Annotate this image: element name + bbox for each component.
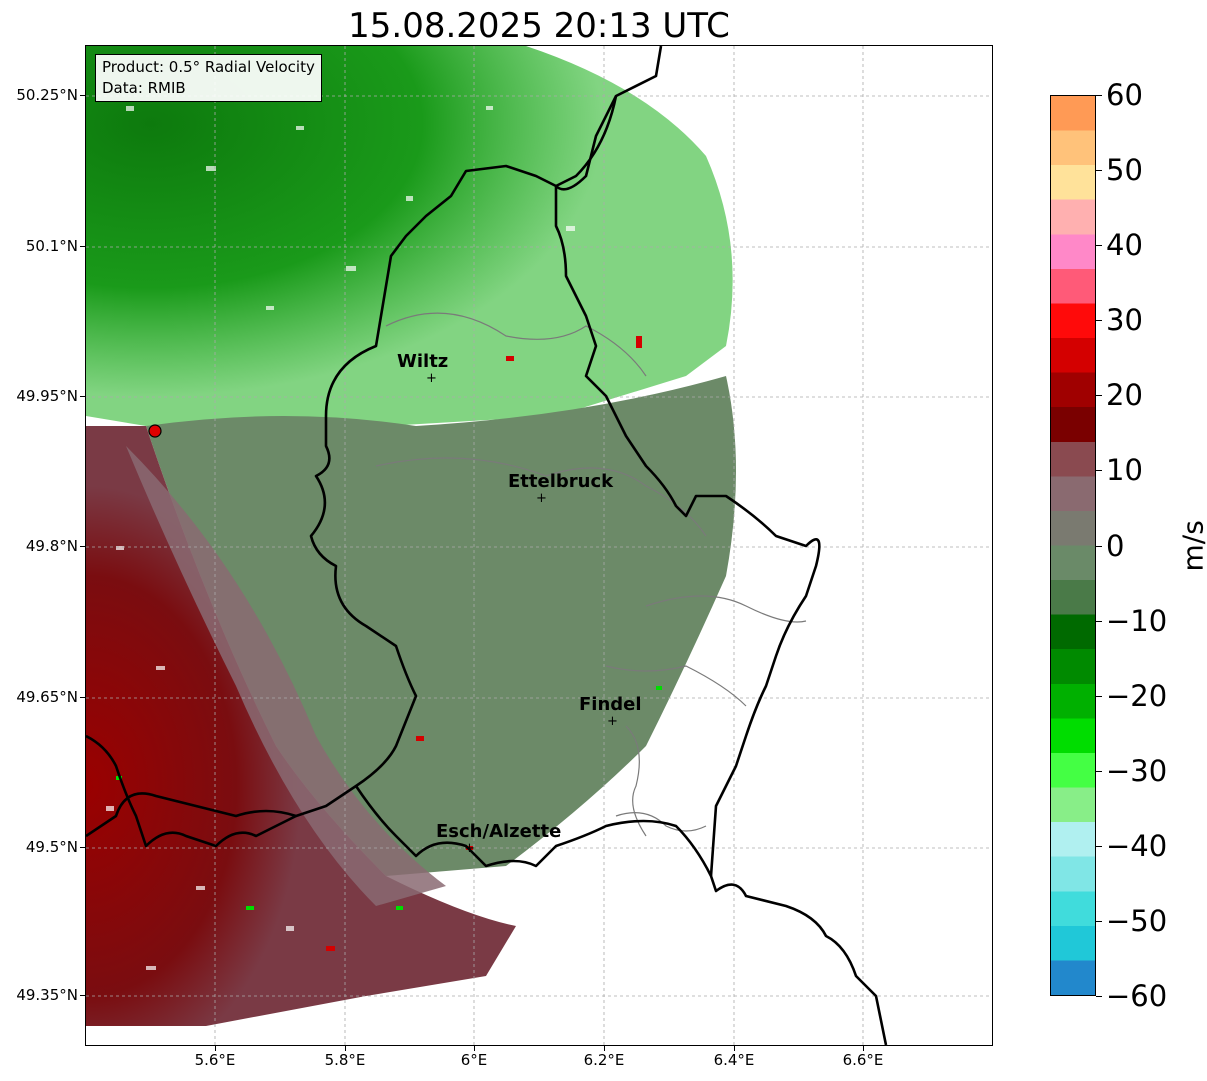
radar-map-canvas: [86, 46, 992, 1045]
city-label-ettelbruck: Ettelbruck: [508, 471, 614, 492]
radar-site-marker: [148, 424, 162, 438]
x-tick-mark: [734, 1046, 735, 1051]
colorbar-tick-label: −10: [1106, 604, 1168, 638]
y-tick-mark: [80, 546, 85, 547]
y-tick-label: 49.8°N: [25, 537, 78, 555]
colorbar-tick-mark: [1096, 245, 1102, 246]
velocity-field: [86, 46, 736, 1026]
city-marker-ettelbruck: +: [536, 491, 547, 506]
colorbar-tick-mark: [1096, 921, 1102, 922]
y-tick-label: 49.95°N: [16, 387, 78, 405]
colorbar-tick-label: −60: [1106, 979, 1168, 1013]
colorbar-tick-label: −50: [1106, 904, 1168, 938]
x-tick-label: 6.6°E: [842, 1051, 884, 1069]
y-tick-mark: [80, 396, 85, 397]
x-tick-label: 5.8°E: [324, 1051, 366, 1069]
info-box: Product: 0.5° Radial Velocity Data: RMIB: [95, 54, 322, 102]
colorbar-tick-mark: [1096, 95, 1102, 96]
x-tick-mark: [345, 1046, 346, 1051]
colorbar-tick-label: 20: [1106, 378, 1143, 412]
city-marker-wiltz: +: [426, 371, 437, 386]
colorbar-tick-mark: [1096, 320, 1102, 321]
x-tick-mark: [604, 1046, 605, 1051]
x-tick-label: 5.6°E: [194, 1051, 236, 1069]
y-tick-label: 50.1°N: [25, 237, 78, 255]
map-title: 15.08.2025 20:13 UTC: [348, 6, 730, 46]
colorbar-tick-mark: [1096, 170, 1102, 171]
y-tick-label: 49.65°N: [16, 688, 78, 706]
colorbar-tick-mark: [1096, 395, 1102, 396]
colorbar-tick-mark: [1096, 621, 1102, 622]
colorbar-tick-label: 50: [1106, 153, 1143, 187]
national-borders: [86, 46, 888, 1045]
colorbar-tick-mark: [1096, 696, 1102, 697]
y-tick-mark: [80, 847, 85, 848]
info-product: Product: 0.5° Radial Velocity: [102, 58, 315, 76]
city-label-esch-alzette: Esch/Alzette: [436, 821, 562, 842]
x-tick-label: 6.2°E: [583, 1051, 625, 1069]
colorbar-tick-mark: [1096, 996, 1102, 997]
colorbar-tick-label: −30: [1106, 754, 1168, 788]
y-tick-mark: [80, 246, 85, 247]
colorbar-tick-mark: [1096, 771, 1102, 772]
x-tick-mark: [215, 1046, 216, 1051]
y-tick-mark: [80, 995, 85, 996]
y-tick-mark: [80, 95, 85, 96]
x-tick-mark: [863, 1046, 864, 1051]
city-label-wiltz: Wiltz: [397, 351, 449, 372]
colorbar-tick-label: 30: [1106, 303, 1143, 337]
colorbar-tick-label: 40: [1106, 228, 1143, 262]
colorbar-tick-mark: [1096, 846, 1102, 847]
speckle-noise: [106, 106, 575, 970]
y-tick-label: 50.25°N: [16, 86, 78, 104]
colorbar-tick-label: 10: [1106, 453, 1143, 487]
x-tick-label: 6°E: [460, 1051, 488, 1069]
colorbar-tick-mark: [1096, 546, 1102, 547]
transition-band: [126, 446, 446, 906]
y-tick-label: 49.5°N: [25, 838, 78, 856]
y-tick-mark: [80, 697, 85, 698]
colorbar-tick-label: −40: [1106, 829, 1168, 863]
colorbar-unit-label: m/s: [1176, 520, 1207, 572]
info-data-source: Data: RMIB: [102, 79, 186, 97]
city-label-findel: Findel: [579, 694, 642, 715]
x-tick-mark: [474, 1046, 475, 1051]
y-tick-label: 49.35°N: [16, 986, 78, 1004]
city-marker-esch-alzette: +: [464, 841, 475, 856]
colorbar-tick-label: −20: [1106, 679, 1168, 713]
colorbar-tick-label: 0: [1106, 529, 1125, 563]
radar-map: Product: 0.5° Radial Velocity Data: RMIB…: [85, 45, 993, 1046]
outbound-velocity-area: [86, 46, 733, 436]
colorbar-tick-label: 60: [1106, 78, 1143, 112]
colorbar: [1050, 95, 1096, 996]
colorbar-tick-mark: [1096, 470, 1102, 471]
city-marker-findel: +: [607, 714, 618, 729]
x-tick-label: 6.4°E: [713, 1051, 755, 1069]
